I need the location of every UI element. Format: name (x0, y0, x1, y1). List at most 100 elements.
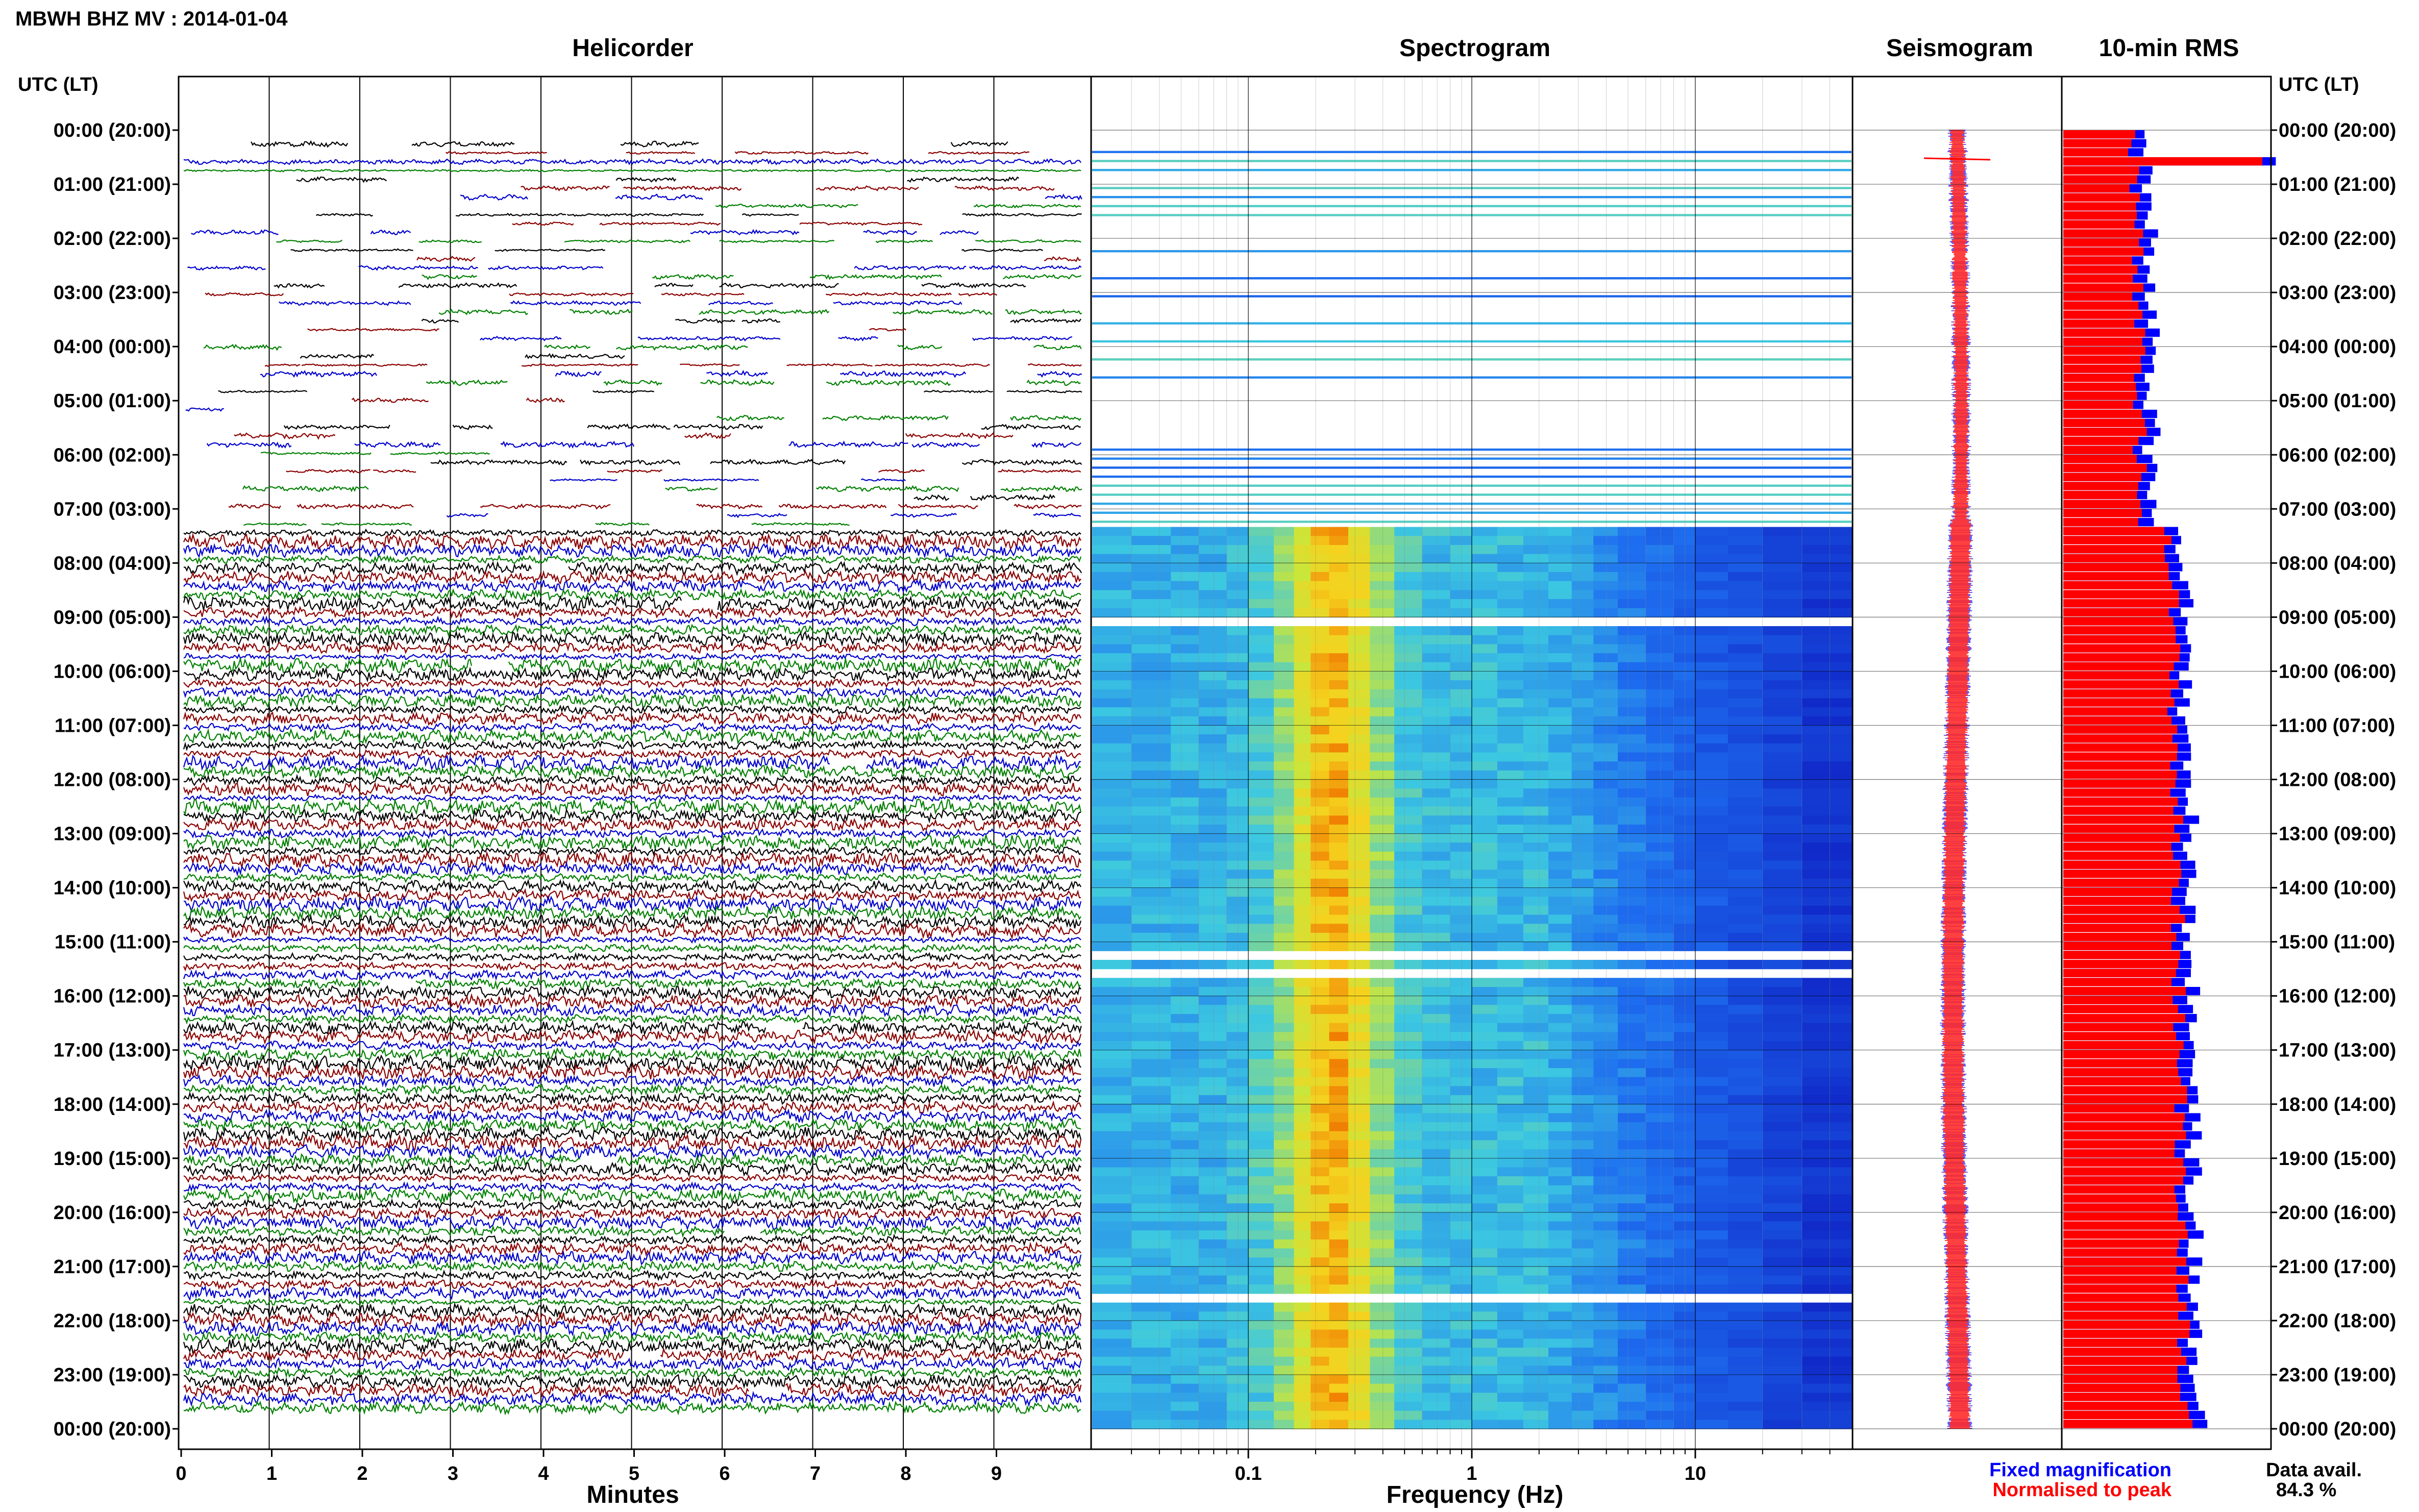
spectrogram-cell (1171, 1104, 1199, 1114)
spectrogram-cell (1348, 1420, 1371, 1429)
spectrogram-cell (1571, 1356, 1594, 1366)
rms-bar-normalised (2063, 328, 2145, 337)
spectrogram-cell (1497, 1311, 1524, 1321)
spectrogram-cell (1645, 1230, 1674, 1240)
spectrogram-cell (1329, 1393, 1349, 1402)
rms-bar-normalised (2063, 599, 2179, 608)
spectrogram-cell (1348, 978, 1371, 987)
spectrogram-cell (1171, 1230, 1199, 1240)
spectrogram-cell (1092, 716, 1132, 726)
spectrogram-cell (1645, 1339, 1674, 1348)
spectrogram-cell (1248, 1158, 1274, 1168)
spectrogram-cell (1472, 1131, 1498, 1141)
spectrogram-cell (1801, 1158, 1852, 1168)
spectrogram-cell (1422, 1257, 1451, 1267)
spectrogram-cell (1450, 1131, 1472, 1141)
spectrogram-cell (1593, 581, 1619, 590)
spectrogram-cell (1422, 842, 1451, 852)
spectrogram-cell (1645, 978, 1674, 987)
spectrogram-cell (1131, 599, 1172, 609)
spectrogram-cell (1294, 987, 1312, 997)
spectrogram-cell (1198, 1230, 1227, 1240)
spectrogram-cell (1248, 806, 1274, 816)
spectrogram-cell (1472, 1095, 1498, 1105)
spectrogram-cell (1171, 878, 1199, 888)
spectrogram-cell (1294, 851, 1312, 861)
spectrogram-cell (1394, 788, 1423, 798)
spectrogram-cell (1571, 1375, 1594, 1384)
spectrogram-cell (1548, 806, 1572, 816)
spectrogram-cell (1422, 1176, 1451, 1186)
spectrogram-cell (1727, 860, 1763, 870)
helicorder-trace (183, 1269, 1081, 1281)
spectrogram-cell (1727, 1158, 1763, 1168)
spectrogram-cell (1171, 1302, 1199, 1312)
spectrogram-cell (1226, 680, 1249, 690)
spectrogram-cell (1801, 1149, 1852, 1159)
spectrogram-cell (1450, 1212, 1472, 1222)
spectrogram-cell (1092, 554, 1132, 563)
spectrogram-cell (1571, 626, 1594, 636)
spectrogram-cell (1618, 1086, 1646, 1096)
spectrogram-cell (1727, 1257, 1763, 1267)
spectrogram-cell (1226, 1239, 1249, 1249)
spectrogram-cell (1329, 1284, 1349, 1294)
spectrogram-cell (1370, 572, 1395, 582)
spectrogram-cell (1092, 653, 1132, 663)
spectrogram-cell (1198, 1257, 1227, 1267)
spectrogram-cell (1348, 1194, 1371, 1204)
spectrogram-cell (1618, 1104, 1646, 1114)
spectrogram-cell (1311, 743, 1330, 753)
spectrogram-cell (1548, 626, 1572, 636)
spectrogram-cell (1618, 716, 1646, 726)
spectrogram-cell (1548, 752, 1572, 762)
spectrogram-cell (1450, 779, 1472, 789)
helicorder-trace (555, 370, 602, 377)
spectrogram-cell (1523, 1068, 1549, 1078)
helicorder-trace (260, 370, 378, 378)
spectrogram-cell (1294, 635, 1312, 645)
spectrogram-cell (1497, 725, 1524, 735)
spectrogram-cell (1348, 581, 1371, 590)
rms-bar-normalised (2063, 1293, 2179, 1302)
spectrogram-cell (1695, 987, 1729, 997)
spectrogram-cell (1571, 1077, 1594, 1086)
spectrogram-cell (1548, 1050, 1572, 1059)
spectrogram-cell (1618, 1320, 1646, 1330)
spectrogram-cell (1593, 563, 1619, 573)
spectrogram-cell (1274, 1383, 1295, 1393)
spectrogram-cell (1248, 590, 1274, 600)
spectrogram-cell (1348, 996, 1371, 1005)
spectrogram-cell (1673, 590, 1696, 600)
spectrogram-cell (1171, 1149, 1199, 1159)
spectrogram-cell (1311, 1410, 1330, 1420)
spectrogram-cell (1695, 545, 1729, 555)
spectrogram-cell (1092, 1320, 1132, 1330)
helicorder-trace (243, 522, 307, 526)
spectrogram-cell (1727, 698, 1763, 708)
spectrogram-cell (1171, 1239, 1199, 1249)
spectrogram-cell (1593, 1248, 1619, 1258)
spectrogram-cell (1311, 653, 1330, 663)
spectrogram-cell (1571, 1095, 1594, 1105)
spectrogram-cell (1450, 1266, 1472, 1276)
spectrogram-cell (1422, 870, 1451, 879)
spectrogram-cell (1618, 779, 1646, 789)
rms-bar-normalised (2063, 256, 2132, 265)
spectrogram-cell (1523, 833, 1549, 843)
spectrogram-cell (1171, 924, 1199, 933)
spectrogram-cell (1274, 1185, 1295, 1195)
rms-bar-normalised (2063, 202, 2136, 211)
spectrogram-cell (1311, 1167, 1330, 1177)
hour-label-right: 06:00 (02:00) (2279, 444, 2396, 466)
spectrogram-cell (1472, 797, 1498, 807)
rms-bar-normalised (2063, 626, 2176, 635)
spectrogram-cell (1198, 887, 1227, 897)
spectrogram-cell (1695, 734, 1729, 744)
spectrogram-cell (1548, 941, 1572, 951)
spectrogram-cell (1274, 1122, 1295, 1132)
spectrogram-cell (1370, 1266, 1395, 1276)
spectrogram-cell (1571, 1410, 1594, 1420)
spectrogram-cell (1593, 1203, 1619, 1213)
spectrogram-cell (1092, 662, 1132, 672)
